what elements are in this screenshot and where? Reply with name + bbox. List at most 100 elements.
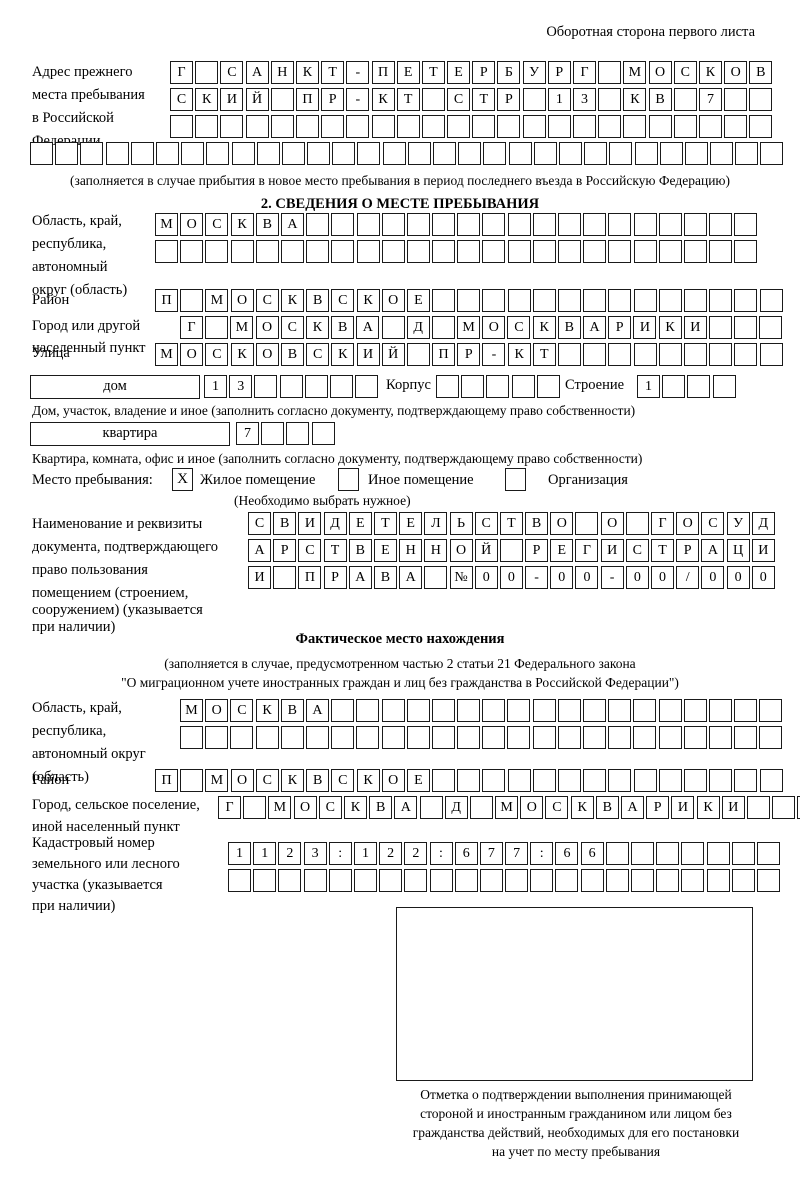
doc-row-3-cell-2[interactable]: [273, 566, 297, 589]
street-cell-22[interactable]: [683, 343, 707, 366]
cadastral-row-1-cell-22[interactable]: [756, 842, 780, 865]
cadastral-row-2-cell-7[interactable]: [379, 869, 403, 892]
street-cell-6[interactable]: В: [280, 343, 304, 366]
cadastral-row-2-cell-22[interactable]: [756, 869, 780, 892]
actual-region-row-2-cell-13[interactable]: [482, 726, 506, 749]
prev-address-row-1-cell-14[interactable]: Б: [497, 61, 521, 84]
cadastral-row-1-cell-20[interactable]: [706, 842, 730, 865]
cadastral-row-2-cell-6[interactable]: [353, 869, 377, 892]
actual-region-row-1-cell-12[interactable]: [457, 699, 481, 722]
prev-address-row-1-cell-1[interactable]: Г: [170, 61, 193, 84]
district-cell-25[interactable]: [759, 289, 783, 312]
actual-region-row-2-cell-2[interactable]: [205, 726, 229, 749]
actual-district-cell-1[interactable]: П: [155, 769, 178, 792]
actual-district-cell-23[interactable]: [709, 769, 733, 792]
cadastral-row-1-cell-2[interactable]: 1: [253, 842, 277, 865]
prev-address-row-2-cell-12[interactable]: С: [447, 88, 471, 111]
prev-address-row-2-cell-8[interactable]: -: [346, 88, 370, 111]
street-cell-20[interactable]: [633, 343, 657, 366]
doc-row-2-cell-19[interactable]: А: [701, 539, 725, 562]
region-row-2-cell-5[interactable]: [255, 240, 279, 263]
actual-region-row-1-cell-3[interactable]: С: [230, 699, 254, 722]
stay-option-2-checkbox[interactable]: [338, 468, 359, 491]
doc-row-1-cell-14[interactable]: [575, 512, 599, 535]
region-row-2-cell-3[interactable]: [205, 240, 229, 263]
doc-row-3-cell-16[interactable]: 0: [625, 566, 649, 589]
cadastral-row-2-cell-14[interactable]: [555, 869, 579, 892]
region-row-1-cell-7[interactable]: [306, 213, 330, 236]
actual-region-row-2-cell-17[interactable]: [583, 726, 606, 749]
region-row-2[interactable]: [155, 240, 758, 263]
district-cell-4[interactable]: О: [230, 289, 254, 312]
actual-region-row-1-cell-22[interactable]: [708, 699, 732, 722]
doc-row-3-cell-10[interactable]: 0: [474, 566, 498, 589]
region-row-1-cell-11[interactable]: [406, 213, 430, 236]
actual-city-cell-23[interactable]: [772, 796, 796, 819]
prev-address-row-2-cell-23[interactable]: [724, 88, 748, 111]
cadastral-row-2-cell-16[interactable]: [605, 869, 629, 892]
actual-region-row-1-cell-18[interactable]: [608, 699, 632, 722]
prev-address-row-4-cell-30[interactable]: [760, 142, 784, 165]
actual-city-cell-17[interactable]: А: [621, 796, 644, 819]
actual-city-cell-2[interactable]: [243, 796, 267, 819]
cadastral-row-1-cell-5[interactable]: :: [328, 842, 352, 865]
region-row-1-cell-14[interactable]: [482, 213, 506, 236]
doc-row-1-cell-2[interactable]: В: [273, 512, 297, 535]
doc-row-1-cell-21[interactable]: Д: [751, 512, 775, 535]
doc-row-1-cell-17[interactable]: Г: [651, 512, 674, 535]
region-row-2-cell-4[interactable]: [230, 240, 254, 263]
street-cell-12[interactable]: П: [432, 343, 456, 366]
prev-address-row-2-cell-20[interactable]: В: [648, 88, 672, 111]
actual-region-row-1-cell-24[interactable]: [759, 699, 783, 722]
prev-address-row-3-cell-21[interactable]: [673, 115, 697, 138]
doc-row-1-cell-8[interactable]: Л: [424, 512, 448, 535]
prev-address-row-2-cell-11[interactable]: [421, 88, 445, 111]
actual-district-cell-17[interactable]: [558, 769, 581, 792]
actual-region-row-2-cell-9[interactable]: [381, 726, 405, 749]
prev-address-row-2-cell-5[interactable]: [270, 88, 294, 111]
actual-district-cell-11[interactable]: Е: [406, 769, 430, 792]
actual-district-cell-4[interactable]: О: [230, 769, 254, 792]
prev-address-row-4-cell-25[interactable]: [634, 142, 658, 165]
prev-address-row-1-cell-24[interactable]: В: [749, 61, 773, 84]
street-cell-13[interactable]: Р: [457, 343, 481, 366]
cadastral-row-1-cell-9[interactable]: :: [429, 842, 453, 865]
actual-region-row-2-cell-22[interactable]: [708, 726, 732, 749]
district-cell-24[interactable]: [734, 289, 758, 312]
prev-address-row-4-cell-10[interactable]: [256, 142, 280, 165]
actual-city-cell-11[interactable]: [469, 796, 493, 819]
doc-row-2-cell-11[interactable]: [499, 539, 523, 562]
actual-region-row-1-cell-15[interactable]: [532, 699, 556, 722]
doc-row-1-cell-11[interactable]: Т: [499, 512, 523, 535]
stroenie-row[interactable]: 1: [637, 375, 736, 398]
prev-address-row-1-cell-7[interactable]: Т: [321, 61, 345, 84]
prev-address-row-2-cell-13[interactable]: Т: [472, 88, 496, 111]
doc-row-2-cell-14[interactable]: Г: [575, 539, 599, 562]
korpus-cell-5[interactable]: [536, 375, 560, 398]
region-row-2-cell-17[interactable]: [558, 240, 581, 263]
cadastral-row-2-cell-11[interactable]: [479, 869, 503, 892]
cadastral-row-1-cell-15[interactable]: 6: [580, 842, 604, 865]
city-cell-20[interactable]: К: [658, 316, 682, 339]
actual-region-row-2-cell-3[interactable]: [230, 726, 254, 749]
city-cell-14[interactable]: С: [507, 316, 531, 339]
prev-address-row-2-cell-10[interactable]: Т: [396, 88, 420, 111]
region-row-1-cell-5[interactable]: В: [255, 213, 279, 236]
doc-row-2-cell-10[interactable]: Й: [474, 539, 498, 562]
prev-address-row-3-cell-18[interactable]: [598, 115, 622, 138]
prev-address-row-2-cell-6[interactable]: П: [295, 88, 319, 111]
street-cell-23[interactable]: [709, 343, 733, 366]
city-cell-19[interactable]: И: [633, 316, 657, 339]
stay-option-3-checkbox[interactable]: [505, 468, 526, 491]
actual-region-row-2-cell-12[interactable]: [457, 726, 481, 749]
district-cell-15[interactable]: [507, 289, 531, 312]
region-row-1-cell-9[interactable]: [356, 213, 380, 236]
actual-city-cell-16[interactable]: В: [595, 796, 619, 819]
region-row-1-cell-19[interactable]: [608, 213, 632, 236]
city-cell-23[interactable]: [734, 316, 758, 339]
street-cell-7[interactable]: С: [306, 343, 330, 366]
actual-district-cell-16[interactable]: [532, 769, 556, 792]
prev-address-row-2-cell-3[interactable]: И: [220, 88, 244, 111]
prev-address-row-2-cell-15[interactable]: [522, 88, 546, 111]
doc-row-3-cell-18[interactable]: /: [676, 566, 700, 589]
